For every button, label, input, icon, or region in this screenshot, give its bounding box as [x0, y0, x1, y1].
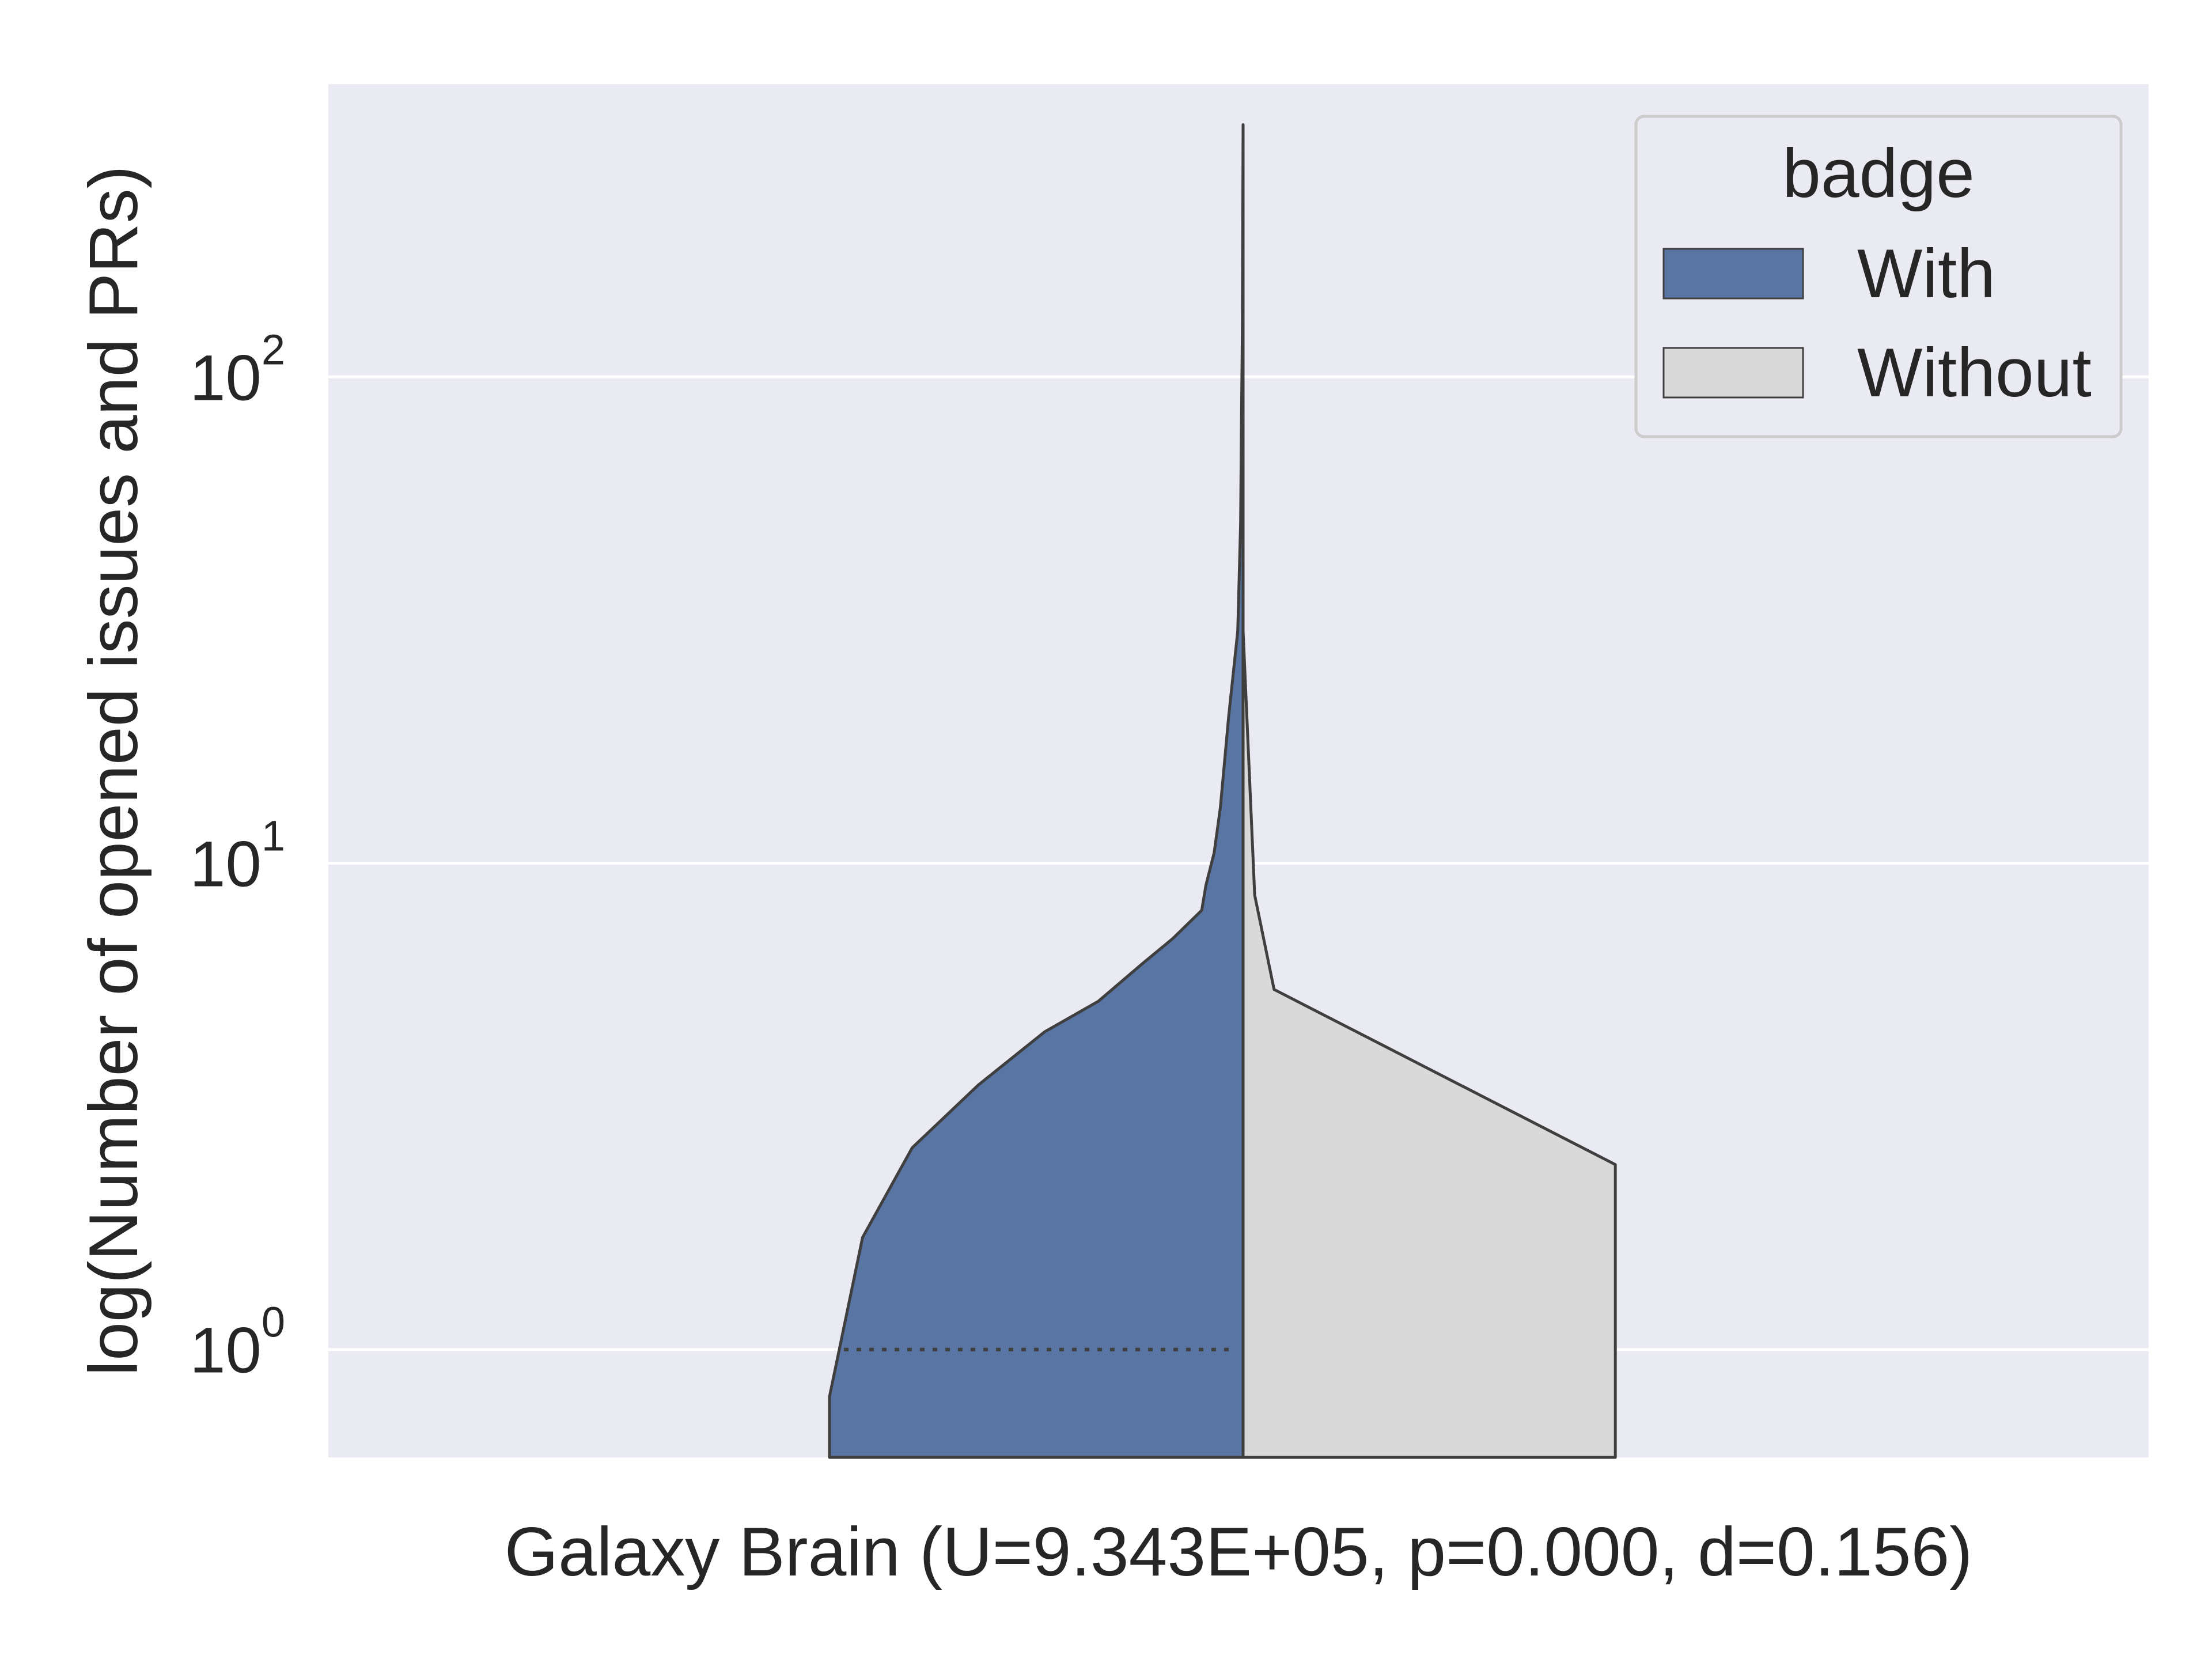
- legend: badge With Without: [1634, 115, 2123, 438]
- legend-swatch-with: [1662, 248, 1804, 300]
- y-tick-labels: 100 101 102: [190, 325, 285, 1386]
- legend-label-with: With: [1857, 235, 1995, 312]
- x-axis-label: Galaxy Brain (U=9.343E+05, p=0.000, d=0.…: [505, 1513, 1972, 1590]
- y-tick-label-2: 102: [190, 325, 285, 414]
- y-axis-label: log(Number of opened issues and PRs): [75, 165, 152, 1376]
- violins: [828, 123, 1617, 1459]
- legend-label-without: Without: [1857, 334, 2092, 411]
- y-tick-label-1: 101: [190, 812, 285, 900]
- legend-swatch-without: [1662, 347, 1804, 399]
- y-tick-label-0: 100: [190, 1298, 285, 1387]
- legend-title: badge: [1782, 135, 1975, 212]
